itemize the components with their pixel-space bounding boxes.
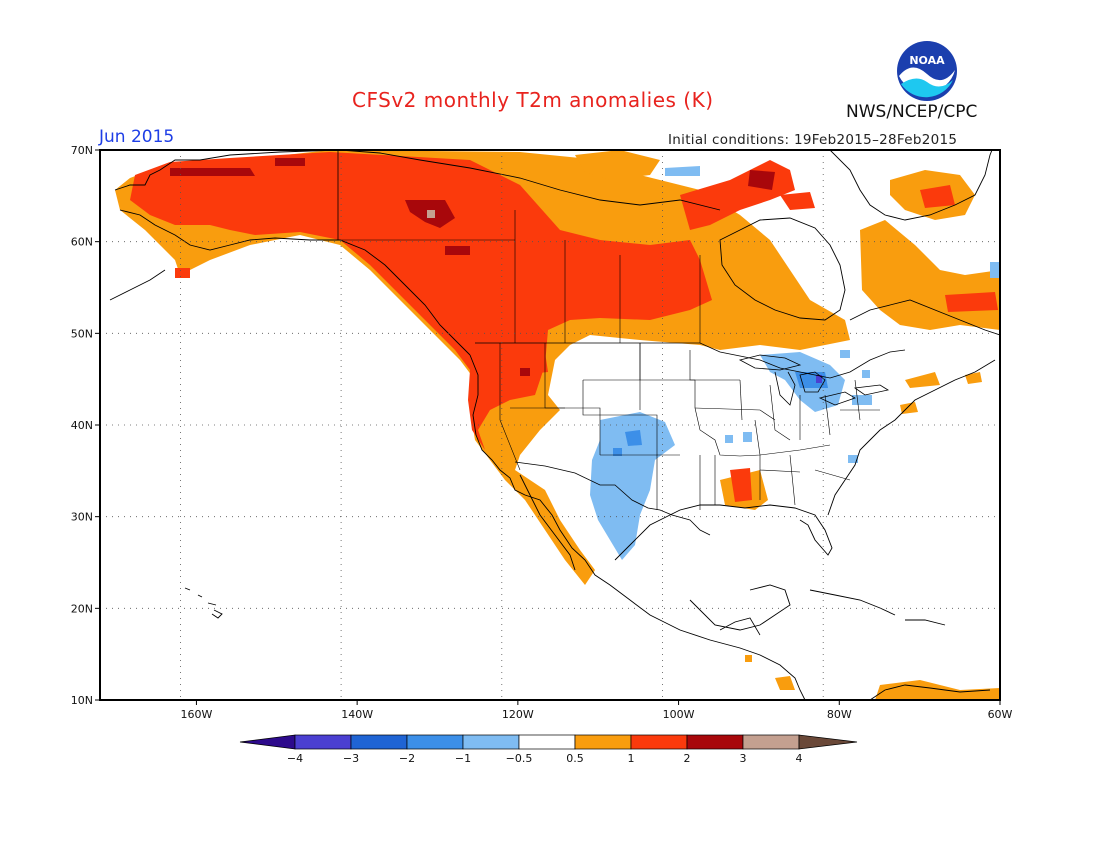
lat-tick-label: 30N bbox=[71, 511, 93, 524]
anomaly-warm-3 bbox=[170, 158, 775, 376]
anomaly-min-cell bbox=[816, 375, 822, 383]
colorbar-swatch bbox=[574, 734, 632, 750]
colorbar-left-arrow bbox=[239, 734, 296, 750]
logo-text: NOAA bbox=[909, 54, 945, 67]
lat-tick-label: 70N bbox=[71, 144, 93, 157]
colorbar-swatch bbox=[350, 734, 408, 750]
colorbar: −4 −3 −2 −1 −0.5 0.5 1 2 3 4 bbox=[239, 734, 858, 765]
lat-tick-label: 10N bbox=[71, 694, 93, 707]
lat-tick-label: 60N bbox=[71, 236, 93, 249]
lat-tick-label: 40N bbox=[71, 419, 93, 432]
initial-conditions: Initial conditions: 19Feb2015–28Feb2015 bbox=[668, 132, 958, 148]
colorbar-label: 4 bbox=[796, 752, 803, 765]
map-content bbox=[100, 150, 1000, 700]
lat-tick-label: 20N bbox=[71, 602, 93, 615]
colorbar-swatch bbox=[462, 734, 520, 750]
colorbar-label: −4 bbox=[287, 752, 303, 765]
colorbar-swatch bbox=[742, 734, 800, 750]
lon-tick-label: 120W bbox=[502, 708, 534, 721]
lat-tick-label: 50N bbox=[71, 327, 93, 340]
lon-tick-label: 80W bbox=[827, 708, 852, 721]
colorbar-label: 3 bbox=[740, 752, 747, 765]
state-borders bbox=[340, 210, 880, 510]
lon-tick-label: 160W bbox=[180, 708, 212, 721]
lon-tick-label: 60W bbox=[988, 708, 1013, 721]
anomaly-max-cell bbox=[427, 210, 435, 218]
colorbar-label: 2 bbox=[684, 752, 691, 765]
map-title: CFSv2 monthly T2m anomalies (K) bbox=[352, 88, 714, 112]
lon-tick-label: 140W bbox=[341, 708, 373, 721]
forecast-month: Jun 2015 bbox=[99, 127, 175, 147]
colorbar-swatch bbox=[294, 734, 352, 750]
colorbar-right-arrow bbox=[798, 734, 858, 750]
colorbar-label: −1 bbox=[455, 752, 471, 765]
lon-tick-label: 100W bbox=[663, 708, 695, 721]
agency-label: NWS/NCEP/CPC bbox=[846, 102, 978, 122]
longitude-axis: 160W 140W 120W 100W 80W 60W bbox=[180, 700, 1013, 721]
country-borders bbox=[337, 150, 906, 636]
colorbar-swatch bbox=[630, 734, 688, 750]
colorbar-label: −3 bbox=[343, 752, 359, 765]
colorbar-swatch bbox=[406, 734, 464, 750]
colorbar-swatch bbox=[686, 734, 744, 750]
great-lakes bbox=[738, 354, 890, 406]
noaa-logo-icon: NOAA bbox=[897, 41, 957, 101]
colorbar-label: −0.5 bbox=[506, 752, 533, 765]
gridlines bbox=[100, 150, 1000, 700]
coastlines bbox=[109, 150, 1000, 700]
colorbar-label: 1 bbox=[628, 752, 635, 765]
latitude-axis: 70N 60N 50N 40N 30N 20N 10N bbox=[71, 144, 100, 707]
colorbar-swatch bbox=[518, 734, 576, 750]
colorbar-label: −2 bbox=[399, 752, 415, 765]
colorbar-label: 0.5 bbox=[566, 752, 584, 765]
